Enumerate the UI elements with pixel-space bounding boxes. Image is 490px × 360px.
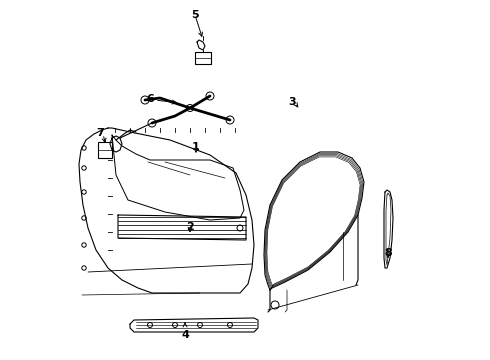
- Text: 1: 1: [192, 142, 200, 152]
- Bar: [98, 142, 112, 158]
- Text: 2: 2: [186, 222, 194, 232]
- Text: 4: 4: [181, 330, 189, 340]
- Text: 3: 3: [288, 97, 296, 107]
- Text: 7: 7: [96, 128, 104, 138]
- Bar: [195, 52, 211, 64]
- Text: 8: 8: [384, 248, 392, 258]
- Text: 6: 6: [146, 94, 154, 104]
- Text: 5: 5: [191, 10, 199, 20]
